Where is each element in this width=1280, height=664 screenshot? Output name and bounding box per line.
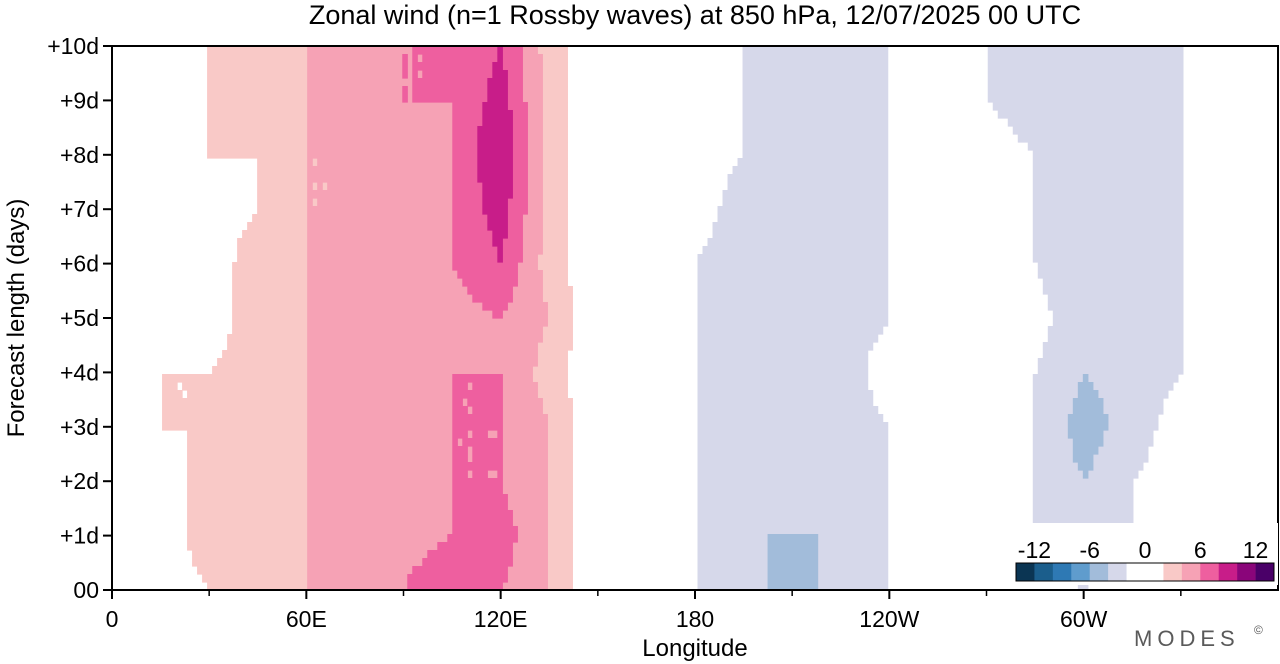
colorbar-label: -6 [1079,537,1099,563]
contour-band-1 [162,46,573,590]
x-tick-label: 180 [676,606,714,632]
contour-band-4 [477,46,513,263]
contour-band-3 [402,46,528,590]
contour-band-2 [307,46,548,590]
colorbar-swatch [1145,563,1164,581]
plot-area [111,45,1279,591]
y-tick-label: +10d [47,33,99,59]
colorbar-label: 0 [1139,537,1152,563]
colorbar-label: 6 [1194,537,1207,563]
y-tick-label: +8d [60,142,99,168]
colorbar-swatch [1126,563,1146,581]
modes-logo: MODES © [1134,623,1263,651]
colorbar-swatch [1255,563,1275,581]
colorbar-swatch [1071,563,1091,581]
colorbar-swatch [1237,563,1256,581]
colorbar-label: -12 [1018,537,1051,563]
y-axis-label: Forecast length (days) [3,199,30,438]
y-tick-label: +3d [60,414,99,440]
colorbar-swatch [1052,563,1072,581]
contour-band-0 [112,46,1278,590]
y-tick-label: 00 [73,577,99,603]
contour-band-6 [767,374,1109,590]
colorbar-swatch [1034,563,1054,581]
y-tick-label: +9d [60,87,99,113]
y-tick-label: +2d [60,468,99,494]
colorbar-swatch [1016,563,1035,581]
y-tick-label: +4d [60,359,99,385]
copyright-mark: © [1254,623,1263,637]
x-tick-label: 120E [474,606,528,632]
colorbar-swatch [1200,563,1220,581]
colorbar-swatch [1089,563,1109,581]
contour-band-5 [697,46,1184,590]
colorbar-swatch [1108,563,1127,581]
x-tick-label: 0 [106,606,119,632]
contour-field [112,46,1278,590]
modes-logo-text: MODES [1134,626,1240,651]
x-tick-label: 60W [1060,606,1108,632]
colorbar-swatch [1163,563,1183,581]
x-axis-label: Longitude [642,635,747,662]
colorbar: -12 -6 0 6 12 [1012,523,1278,585]
y-axis: 00 +1d +2d +3d +4d +5d +6d +7d +8d +9d +10d [47,33,112,603]
colorbar-label: 12 [1243,537,1269,563]
x-tick-label: 60E [286,606,327,632]
y-tick-label: +7d [60,196,99,222]
x-tick-label: 120W [859,606,919,632]
y-tick-label: +5d [60,305,99,331]
colorbar-swatch [1218,563,1238,581]
colorbar-swatch [1181,563,1201,581]
y-tick-label: +1d [60,523,99,549]
chart-title: Zonal wind (n=1 Rossby waves) at 850 hPa… [309,0,1081,30]
y-tick-label: +6d [60,251,99,277]
colorbar-frame [1015,562,1275,582]
x-axis: 0 60E 120E 180 120W 60W [106,590,1182,632]
